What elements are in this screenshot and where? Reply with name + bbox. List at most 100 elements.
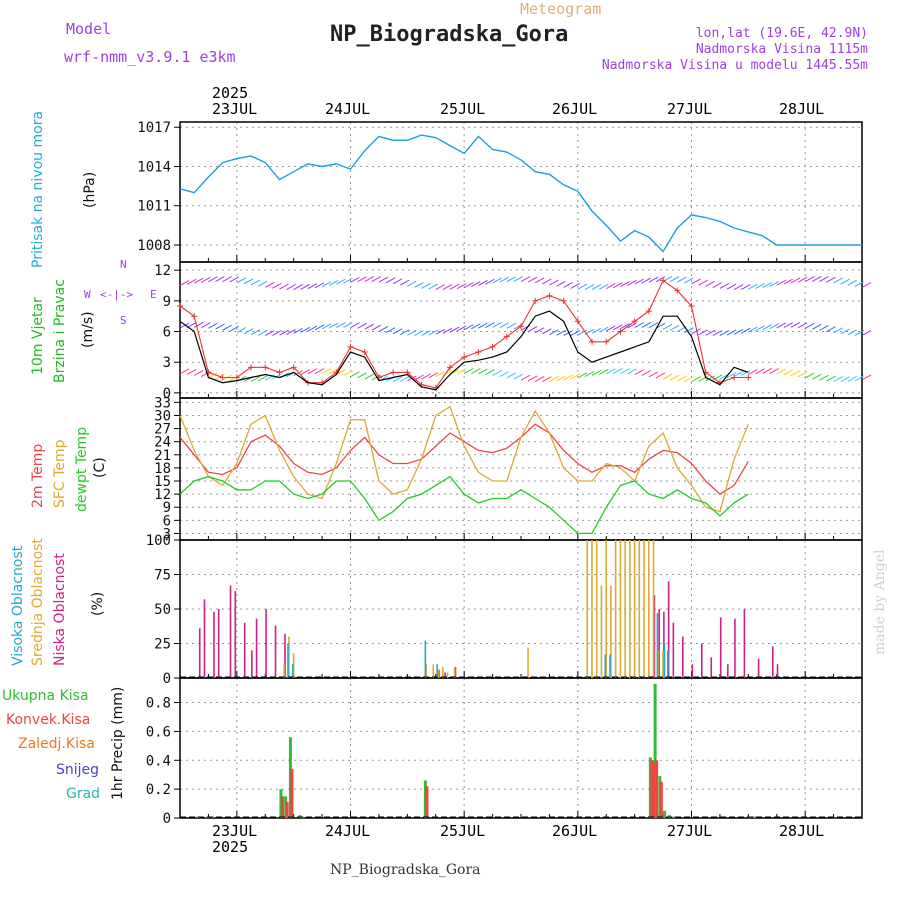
wind-arrow	[719, 283, 730, 289]
wind-arrow	[243, 278, 254, 285]
gust-marker	[560, 297, 567, 304]
gust-marker	[574, 318, 581, 325]
wind-arrow	[229, 276, 239, 283]
wind-arrow	[435, 328, 445, 335]
wind-arrow	[378, 276, 389, 283]
wind-arrow	[293, 284, 303, 291]
wind-arrow	[286, 328, 296, 335]
wind-arrow	[485, 322, 495, 328]
wind-arrow	[563, 374, 573, 381]
y-tick-label-0-3: 1017	[137, 120, 171, 136]
bar-3-1-5	[437, 669, 439, 678]
wind-arrow	[662, 373, 673, 380]
bar-3-0-2	[213, 611, 215, 678]
bar-3-1-18	[624, 540, 626, 678]
wind-arrow	[542, 328, 552, 335]
y-tick-label-1-0: 0	[163, 386, 171, 402]
wind-arrow	[783, 322, 794, 328]
panel-frame-0	[179, 121, 863, 263]
bar-3-0-13	[444, 672, 446, 678]
bar-3-1-25	[657, 650, 660, 678]
wind-arrow	[812, 323, 822, 330]
wind-arrow	[300, 283, 311, 290]
wind-arrow	[740, 369, 751, 376]
wind-arrow	[527, 375, 538, 382]
bar-3-0-26	[734, 618, 736, 678]
wind-arrow	[201, 322, 211, 329]
bar-3-0-5	[234, 591, 237, 678]
wind-arrow	[641, 322, 652, 328]
wind-arrow	[279, 283, 289, 290]
wind-dir-s: S	[120, 314, 127, 327]
bar-3-1-23	[648, 540, 650, 678]
pressure-line	[179, 134, 862, 253]
bar-3-0-6	[243, 622, 246, 678]
gust-marker	[503, 333, 510, 340]
wind-arrow	[691, 376, 701, 383]
bar-3-0-4	[229, 585, 232, 678]
bar-3-0-0	[198, 628, 201, 678]
wind-arrow	[428, 372, 438, 379]
wind-arrow	[534, 277, 545, 284]
bar-3-1-17	[619, 540, 622, 678]
bar-3-1-19	[629, 540, 631, 678]
wind-arrow	[648, 371, 659, 378]
wind-arrow	[556, 280, 566, 287]
altitude-label: Nadmorska Visina 1115m	[695, 42, 868, 57]
wind-arrow	[208, 322, 218, 329]
y-tick-label-1-1: 3	[163, 355, 171, 371]
wind-arrow	[257, 280, 268, 287]
wind-arrow	[840, 376, 850, 383]
legend-frozen-rain: Zaledj.Kisa	[18, 736, 95, 752]
wind-arrow	[719, 330, 730, 336]
wind-arrow	[698, 329, 708, 336]
gust-marker	[461, 354, 468, 361]
wind-arrow	[428, 283, 438, 290]
wind-arrow	[385, 327, 396, 334]
wind-arrow	[506, 276, 517, 283]
bar-3-0-7	[251, 650, 253, 678]
wind-arrow	[222, 276, 232, 282]
bar-3-1-22	[643, 540, 645, 678]
wind-arrow	[478, 322, 488, 329]
station-title: NP_Biogradska_Gora	[330, 22, 569, 47]
wind-arrow	[755, 283, 765, 289]
bar-3-0-15	[653, 595, 656, 678]
gust-marker	[645, 308, 652, 315]
wind-arrow	[193, 277, 204, 284]
wind-arrow	[407, 329, 417, 336]
wind-arrow	[257, 375, 268, 382]
gust-marker	[262, 364, 269, 371]
wind-arrow	[840, 278, 850, 285]
wind-arrow	[392, 328, 403, 335]
gust-marker	[233, 374, 240, 381]
y-tick-label-2-7: 24	[154, 435, 171, 451]
legend-total-rain: Ukupna Kisa	[2, 688, 89, 704]
bar-4-1-3	[425, 786, 429, 818]
wind-arrow	[300, 326, 311, 333]
wind-arrow	[598, 369, 609, 375]
panel-frame-4	[179, 677, 863, 819]
wind-arrow	[378, 325, 389, 332]
wind-arrow	[705, 329, 715, 336]
wind-arrow	[854, 329, 865, 336]
wind-arrow	[471, 323, 481, 330]
gust-marker	[631, 318, 638, 325]
wind-arrow	[833, 327, 843, 334]
wind-arrow	[421, 282, 431, 289]
bar-3-0-11	[284, 633, 286, 678]
wind-dir-w: W	[84, 288, 91, 301]
day-top-2: 25JUL	[440, 100, 486, 118]
wind-arrow	[627, 279, 637, 286]
wind-arrow	[655, 372, 666, 379]
wind-arrow	[492, 322, 502, 328]
bar-3-0-23	[710, 657, 713, 678]
y-tick-label-4-0: 0	[163, 811, 171, 827]
wind-arrow	[485, 278, 495, 285]
wind-arrow	[634, 322, 644, 328]
wind-arrow	[762, 324, 772, 331]
wind-arrow	[179, 280, 190, 286]
wind-arrow	[293, 370, 303, 376]
wind-arrow	[215, 323, 225, 330]
wind-arrow	[705, 375, 715, 382]
